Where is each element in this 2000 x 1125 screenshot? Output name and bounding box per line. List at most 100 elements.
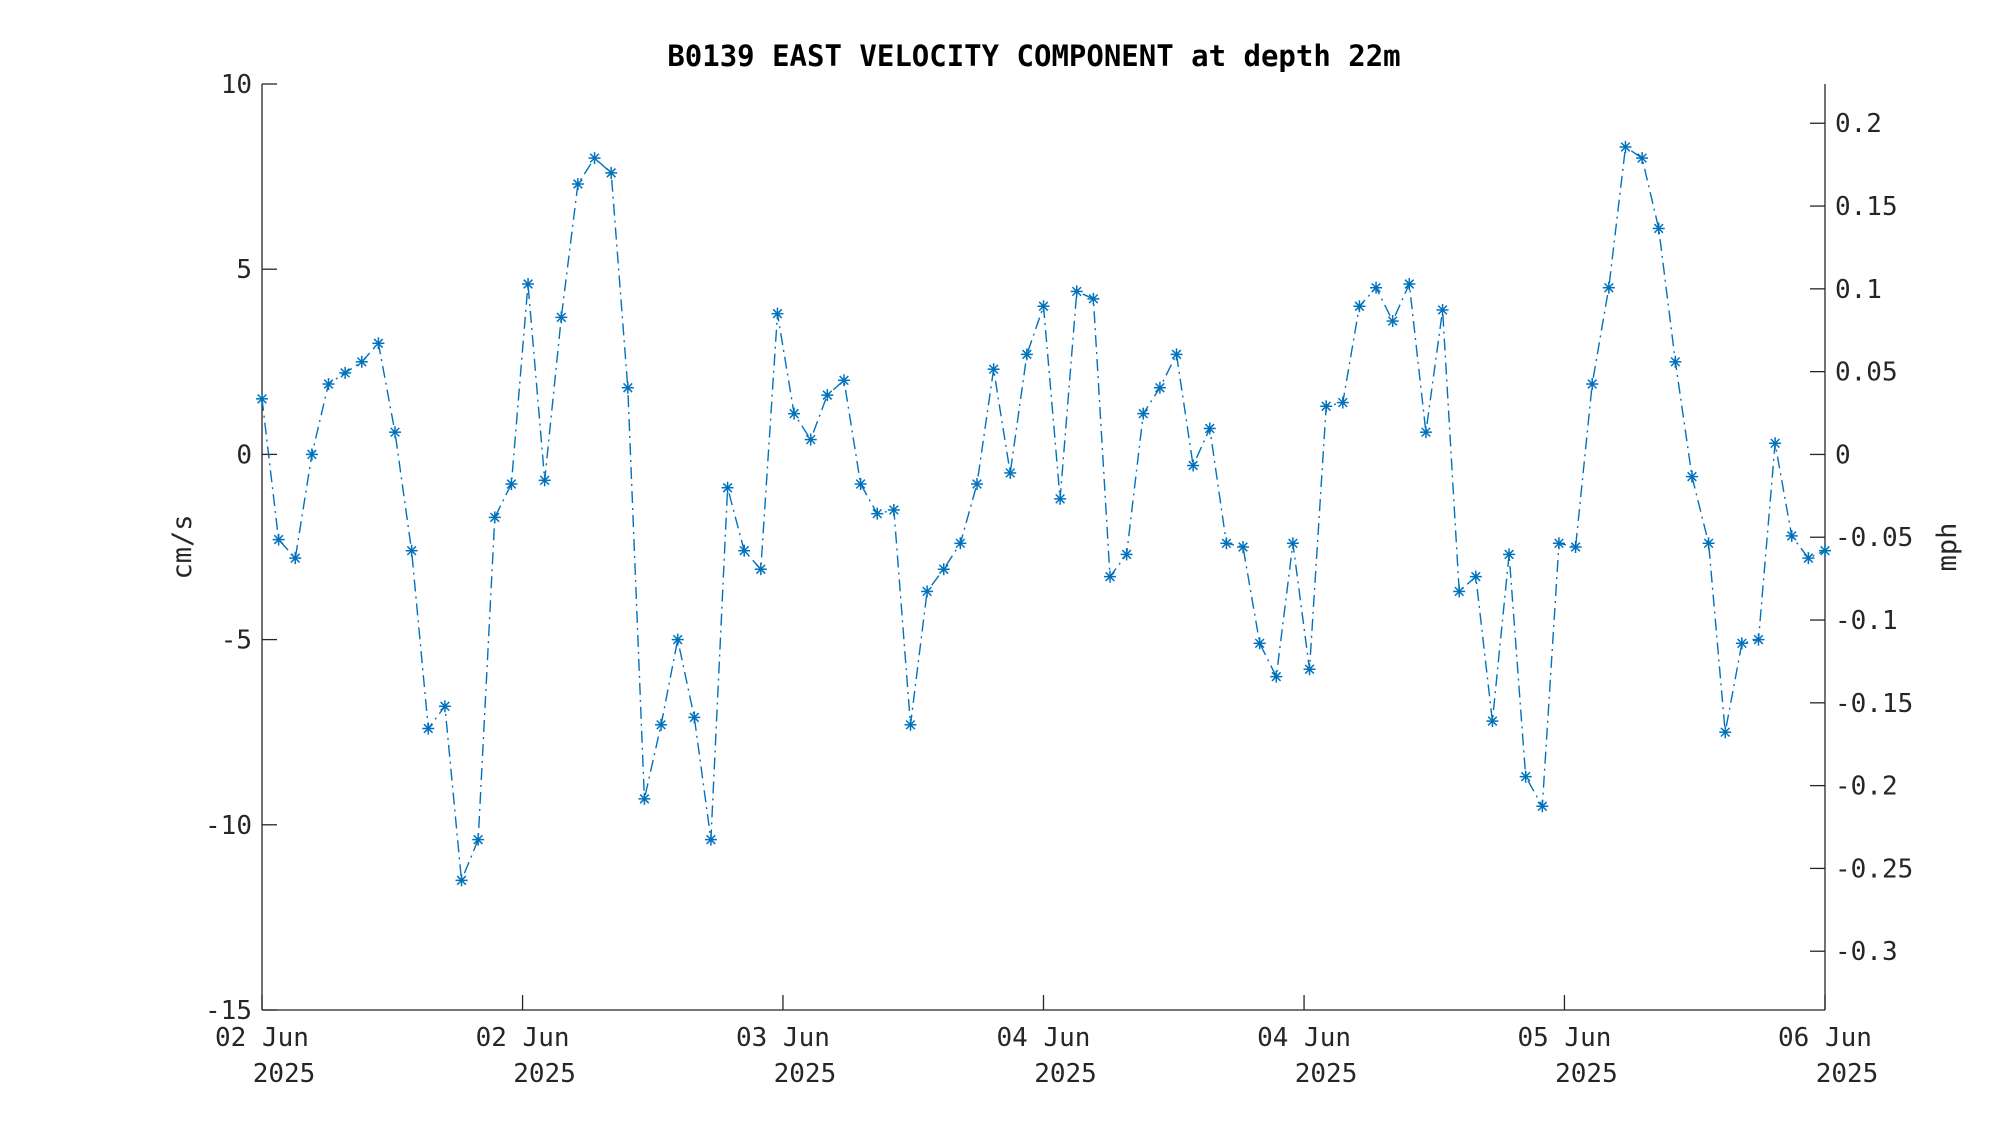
data-point-marker: [1685, 470, 1698, 483]
data-point-marker: [438, 700, 451, 713]
data-point-marker: [1120, 548, 1133, 561]
y-tick-right-label: 0.2: [1835, 109, 1882, 139]
x-tick-label-year: 2025: [1816, 1059, 1879, 1089]
data-point-marker: [1386, 315, 1399, 328]
data-point-marker: [655, 718, 668, 731]
data-point-marker: [1303, 663, 1316, 676]
data-point-marker: [1702, 537, 1715, 550]
data-point-marker: [1220, 537, 1233, 550]
data-series: [256, 140, 1831, 887]
data-point-marker: [1486, 715, 1499, 728]
data-point-marker: [422, 722, 435, 735]
y-tick-right-label: 0.05: [1835, 358, 1898, 388]
data-point-marker: [954, 537, 967, 550]
data-point-marker: [1619, 140, 1632, 153]
x-tick-label-year: 2025: [774, 1059, 837, 1089]
data-point-marker: [1320, 400, 1333, 413]
data-point-marker: [1469, 570, 1482, 583]
data-point-marker: [522, 278, 535, 291]
data-point-marker: [605, 166, 618, 179]
chart-title: B0139 EAST VELOCITY COMPONENT at depth 2…: [667, 39, 1400, 73]
data-point-marker: [1153, 381, 1166, 394]
data-point-marker: [405, 544, 418, 557]
data-point-marker: [322, 378, 335, 391]
data-point-marker: [904, 718, 917, 731]
data-point-marker: [1336, 396, 1349, 409]
y-tick-right-label: -0.3: [1835, 937, 1898, 967]
data-point-marker: [588, 152, 601, 165]
data-point-marker: [1137, 407, 1150, 420]
data-point-marker: [1203, 422, 1216, 435]
data-point-marker: [721, 481, 734, 494]
data-point-marker: [1453, 585, 1466, 598]
data-point-marker: [256, 392, 268, 405]
data-point-marker: [921, 585, 934, 598]
x-tick-label-day: 04 Jun: [1257, 1023, 1351, 1053]
data-point-marker: [1586, 378, 1599, 391]
y-tick-right-label: 0.15: [1835, 192, 1898, 222]
y-tick-left-label: -5: [221, 626, 252, 656]
y-tick-left-label: -15: [205, 996, 252, 1026]
y-tick-right-label: -0.25: [1835, 854, 1913, 884]
data-point-marker: [788, 407, 801, 420]
data-point-marker: [1087, 292, 1100, 305]
data-point-marker: [771, 307, 784, 320]
data-point-marker: [1054, 492, 1067, 505]
data-point-marker: [837, 374, 850, 387]
data-point-marker: [488, 511, 501, 524]
data-point-marker: [472, 833, 485, 846]
data-point-marker: [1636, 152, 1649, 165]
data-point-marker: [372, 337, 385, 350]
data-point-marker: [621, 381, 634, 394]
data-point-marker: [1769, 437, 1782, 450]
data-point-marker: [854, 478, 867, 491]
data-point-marker: [1552, 537, 1565, 550]
data-point-marker: [887, 503, 900, 516]
data-point-marker: [1802, 552, 1815, 565]
data-point-marker: [1187, 459, 1200, 472]
y-tick-left-label: 0: [236, 440, 252, 470]
data-point-marker: [1652, 222, 1665, 235]
data-point-marker: [754, 563, 767, 576]
data-point-marker: [671, 633, 684, 646]
y-tick-right-label: 0: [1835, 440, 1851, 470]
data-point-marker: [1353, 300, 1366, 313]
x-tick-label-year: 2025: [253, 1059, 316, 1089]
data-point-marker: [1370, 281, 1383, 294]
data-point-marker: [704, 833, 717, 846]
y-axis-label-right: mph: [1932, 523, 1963, 572]
x-tick-label-year: 2025: [1034, 1059, 1097, 1089]
y-tick-right-label: -0.05: [1835, 523, 1913, 553]
data-point-marker: [987, 363, 1000, 376]
data-point-marker: [937, 563, 950, 576]
y-tick-right-label: 0.1: [1835, 275, 1882, 305]
data-point-marker: [738, 544, 751, 557]
data-point-marker: [1436, 303, 1449, 316]
data-point-marker: [455, 874, 468, 887]
data-point-marker: [555, 311, 568, 324]
y-tick-right-label: -0.1: [1835, 606, 1898, 636]
data-point-marker: [1070, 285, 1083, 298]
data-point-marker: [538, 474, 551, 487]
data-point-marker: [1735, 637, 1748, 650]
data-point-marker: [638, 792, 651, 805]
data-point-marker: [505, 478, 518, 491]
x-tick-label-day: 04 Jun: [997, 1023, 1091, 1053]
data-point-marker: [1104, 570, 1117, 583]
data-point-marker: [1536, 800, 1549, 813]
y-tick-right-label: -0.2: [1835, 772, 1898, 802]
data-point-marker: [1286, 537, 1299, 550]
data-point-marker: [1819, 544, 1831, 557]
x-tick-label-year: 2025: [1295, 1059, 1358, 1089]
data-point-marker: [289, 552, 302, 565]
x-tick-label-year: 2025: [513, 1059, 576, 1089]
data-point-marker: [1270, 670, 1283, 683]
x-tick-label-day: 05 Jun: [1517, 1023, 1611, 1053]
data-point-marker: [1752, 633, 1765, 646]
data-point-marker: [1237, 541, 1250, 553]
x-tick-label-day: 02 Jun: [215, 1023, 309, 1053]
data-point-marker: [1253, 637, 1266, 650]
data-point-marker: [355, 355, 368, 368]
data-point-marker: [1170, 348, 1183, 361]
